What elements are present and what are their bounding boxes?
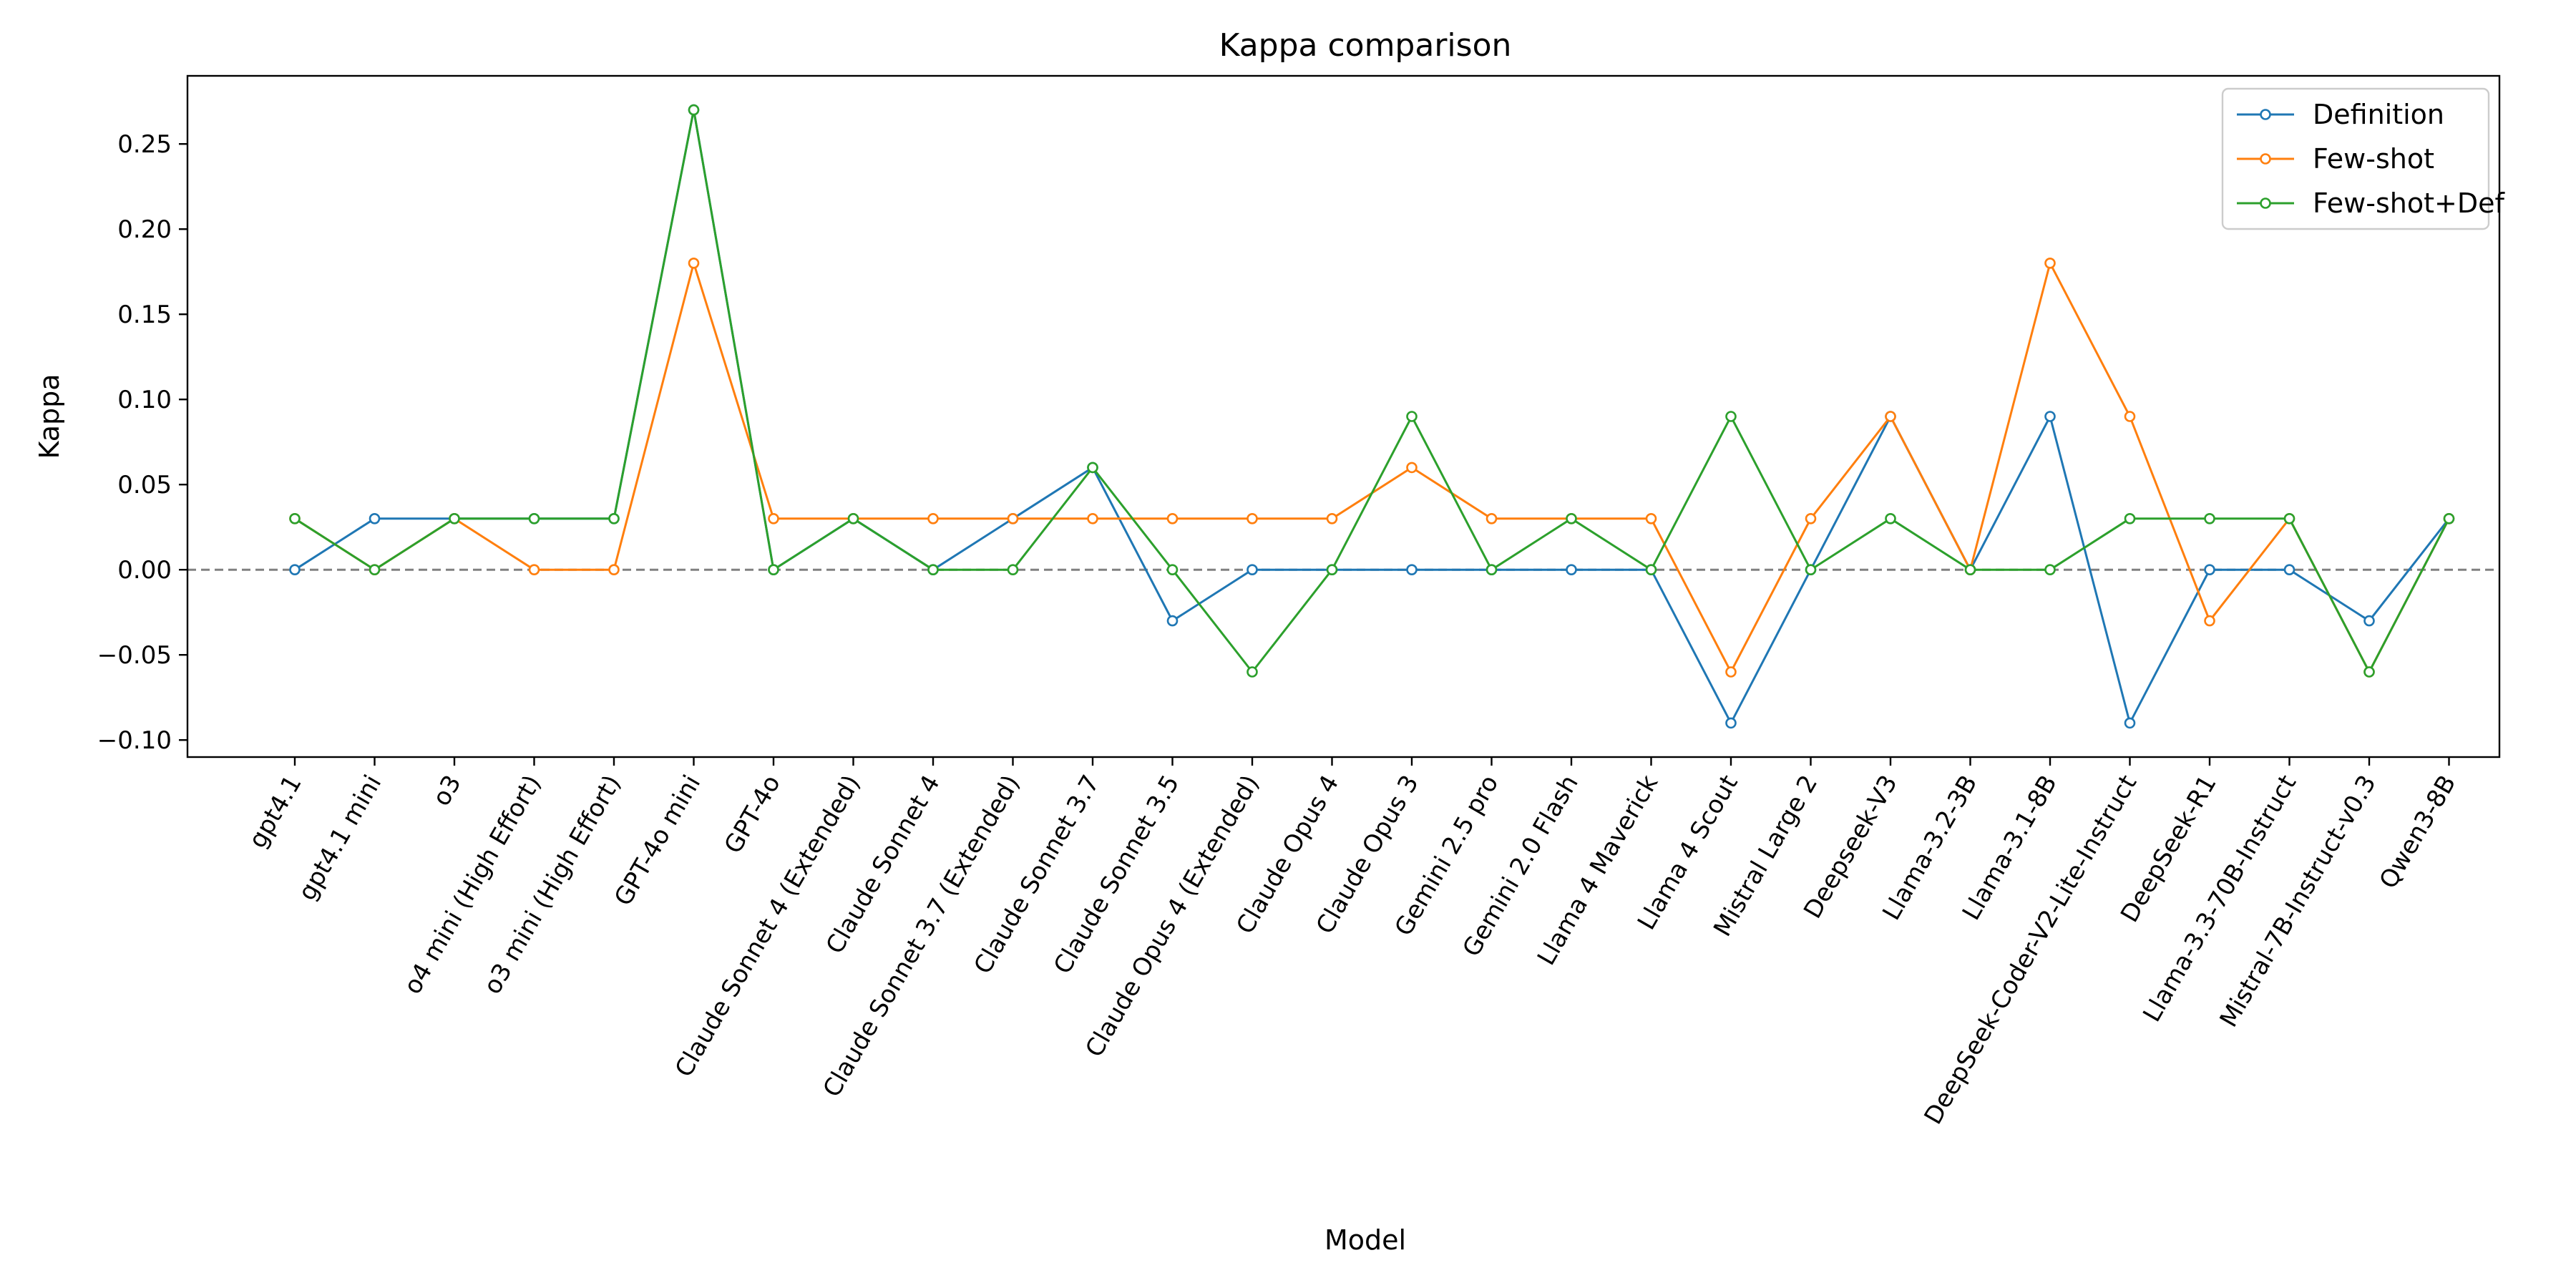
data-point xyxy=(289,564,301,576)
data-point xyxy=(688,257,700,269)
data-point xyxy=(1645,564,1657,576)
y-tick-label: 0.05 xyxy=(117,471,172,499)
data-point xyxy=(927,512,939,525)
data-point xyxy=(1645,512,1657,525)
x-tick-label: GPT-4o mini xyxy=(609,771,706,911)
data-point xyxy=(1326,564,1338,576)
data-point xyxy=(1805,512,1817,525)
data-point xyxy=(2124,512,2136,525)
data-point xyxy=(1485,512,1498,525)
data-point xyxy=(369,564,381,576)
plot-frame xyxy=(186,74,2501,758)
data-point xyxy=(688,104,700,116)
data-point xyxy=(1805,564,1817,576)
data-point xyxy=(2283,512,2296,525)
legend-swatch-marker xyxy=(2260,197,2271,209)
legend-label: Few-shot+Def xyxy=(2313,187,2505,219)
y-tick-label: 0.25 xyxy=(117,130,172,159)
data-point xyxy=(1166,615,1179,627)
series-line xyxy=(294,109,2450,675)
data-point xyxy=(1166,564,1179,576)
data-point xyxy=(2124,411,2136,422)
legend-label: Definition xyxy=(2313,99,2444,130)
legend-swatch-marker xyxy=(2260,153,2271,165)
y-axis: −0.10 −0.05 0.00 0.05 0.10 0.15 0.20 0.25 xyxy=(97,130,187,755)
data-point xyxy=(1087,462,1098,474)
data-point xyxy=(1406,564,1418,576)
data-point xyxy=(1566,512,1577,525)
data-point xyxy=(1246,666,1258,678)
legend-swatch-marker xyxy=(2260,109,2271,120)
series-line xyxy=(294,259,2450,675)
data-point xyxy=(1725,411,1737,422)
y-tick-label: 0.10 xyxy=(117,386,172,414)
data-point xyxy=(1406,411,1418,422)
data-point xyxy=(1885,411,1896,422)
data-point xyxy=(2044,257,2056,269)
x-tick-label: Qwen3-8B xyxy=(2374,771,2462,894)
data-point xyxy=(1326,512,1338,525)
data-point xyxy=(1246,564,1258,576)
data-point xyxy=(1406,462,1418,474)
y-tick-label: 0.15 xyxy=(117,301,172,329)
data-point xyxy=(528,512,540,525)
data-point xyxy=(2443,512,2455,525)
x-tick-label: o3 mini (High Effort) xyxy=(478,771,627,1000)
data-point xyxy=(1725,717,1737,729)
data-point xyxy=(1725,666,1737,678)
data-point xyxy=(2363,666,2375,678)
y-tick-label: 0.00 xyxy=(117,556,172,585)
data-point xyxy=(1246,512,1258,525)
x-tick-label: o3 xyxy=(427,771,467,811)
data-point xyxy=(1166,512,1179,525)
data-point xyxy=(1566,564,1577,576)
y-axis-label: Kappa xyxy=(34,374,65,459)
y-tick-label: 0.20 xyxy=(117,215,172,244)
data-point xyxy=(2283,564,2296,576)
legend-label: Few-shot xyxy=(2313,143,2434,175)
data-point xyxy=(2044,411,2056,422)
data-point xyxy=(1007,564,1019,576)
data-point xyxy=(927,564,939,576)
y-tick-label: −0.05 xyxy=(97,641,172,670)
data-point xyxy=(608,564,620,576)
data-point xyxy=(1964,564,1976,576)
data-point xyxy=(1007,512,1019,525)
data-point xyxy=(1885,512,1896,525)
data-point xyxy=(528,564,540,576)
data-point xyxy=(449,512,460,525)
data-point xyxy=(768,564,779,576)
x-tick-label: GPT-4o xyxy=(719,771,786,859)
data-point xyxy=(2363,615,2375,627)
x-axis-label: Model xyxy=(1324,1224,1406,1256)
data-point xyxy=(369,512,381,525)
data-point xyxy=(2204,615,2215,627)
y-tick-label: −0.10 xyxy=(97,726,172,755)
data-point xyxy=(1087,512,1098,525)
x-tick-label: Llama-3.3-70B-Instruct xyxy=(2137,771,2302,1027)
legend-box xyxy=(2221,87,2490,230)
data-point xyxy=(847,512,859,525)
chart-title: Kappa comparison xyxy=(1219,27,1512,64)
data-point xyxy=(1485,564,1498,576)
series-few-shot xyxy=(289,257,2455,678)
data-point xyxy=(768,512,779,525)
data-point xyxy=(2204,564,2215,576)
x-tick-label: gpt4.1 mini xyxy=(293,771,387,906)
legend: Definition Few-shot Few-shot+Def xyxy=(2221,87,2505,230)
x-tick-label: gpt4.1 xyxy=(243,771,308,854)
data-point xyxy=(608,512,620,525)
x-tick-label: Mistral-7B-Instruct-v0.3 xyxy=(2214,771,2381,1033)
x-tick-label: o4 mini (High Effort) xyxy=(399,771,547,1000)
series-layer xyxy=(289,104,2455,729)
series-few-shot-def xyxy=(289,104,2455,678)
data-point xyxy=(2044,564,2056,576)
data-point xyxy=(2124,717,2136,729)
data-point xyxy=(289,512,301,525)
data-point xyxy=(2204,512,2215,525)
